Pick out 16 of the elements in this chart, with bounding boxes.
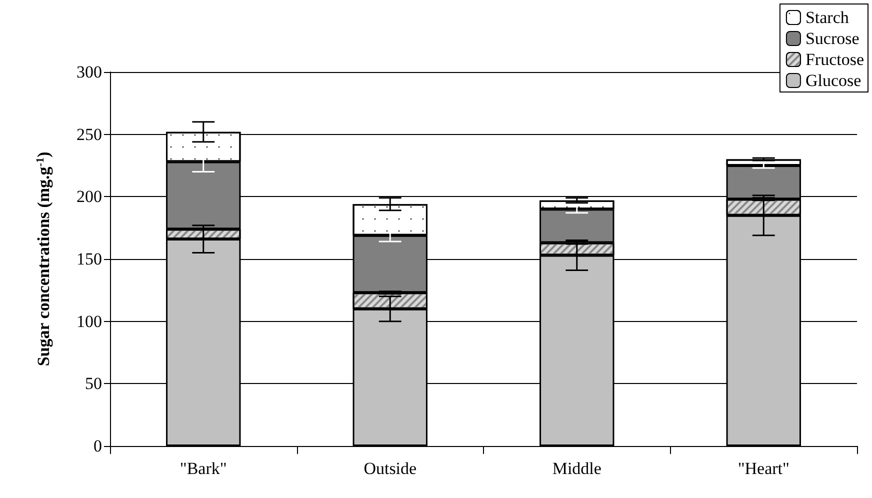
- y-tick-label: 250: [76, 124, 102, 144]
- legend-label: Fructose: [805, 50, 864, 69]
- legend-label: Sucrose: [805, 29, 860, 48]
- x-tick-label: Middle: [552, 459, 602, 478]
- y-tick-label: 200: [76, 187, 102, 206]
- y-tick-label: 150: [76, 250, 102, 268]
- legend-label: Starch: [805, 8, 850, 27]
- y-tick-label: 300: [76, 62, 102, 82]
- x-tick-label: "Heart": [738, 459, 790, 478]
- y-tick-label: 50: [85, 374, 102, 394]
- y-tick-label: 100: [76, 312, 102, 331]
- x-tick-label: "Bark": [180, 459, 227, 478]
- legend-label: Glucose: [805, 71, 862, 90]
- x-tick-label: Outside: [364, 459, 417, 478]
- y-axis-title: Sugar concentrations (mg.g-1): [34, 152, 53, 366]
- y-tick-label: 0: [94, 436, 102, 456]
